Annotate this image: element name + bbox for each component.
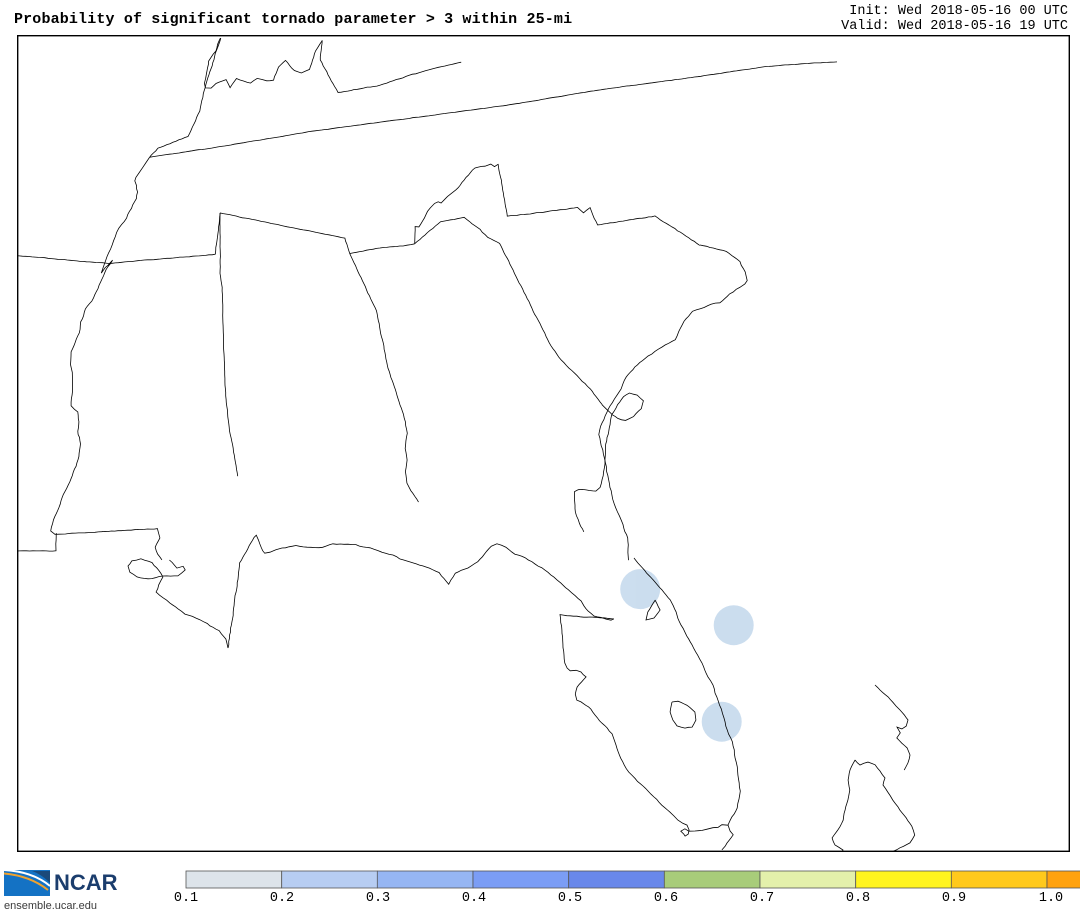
svg-text:NCAR: NCAR xyxy=(54,870,118,895)
